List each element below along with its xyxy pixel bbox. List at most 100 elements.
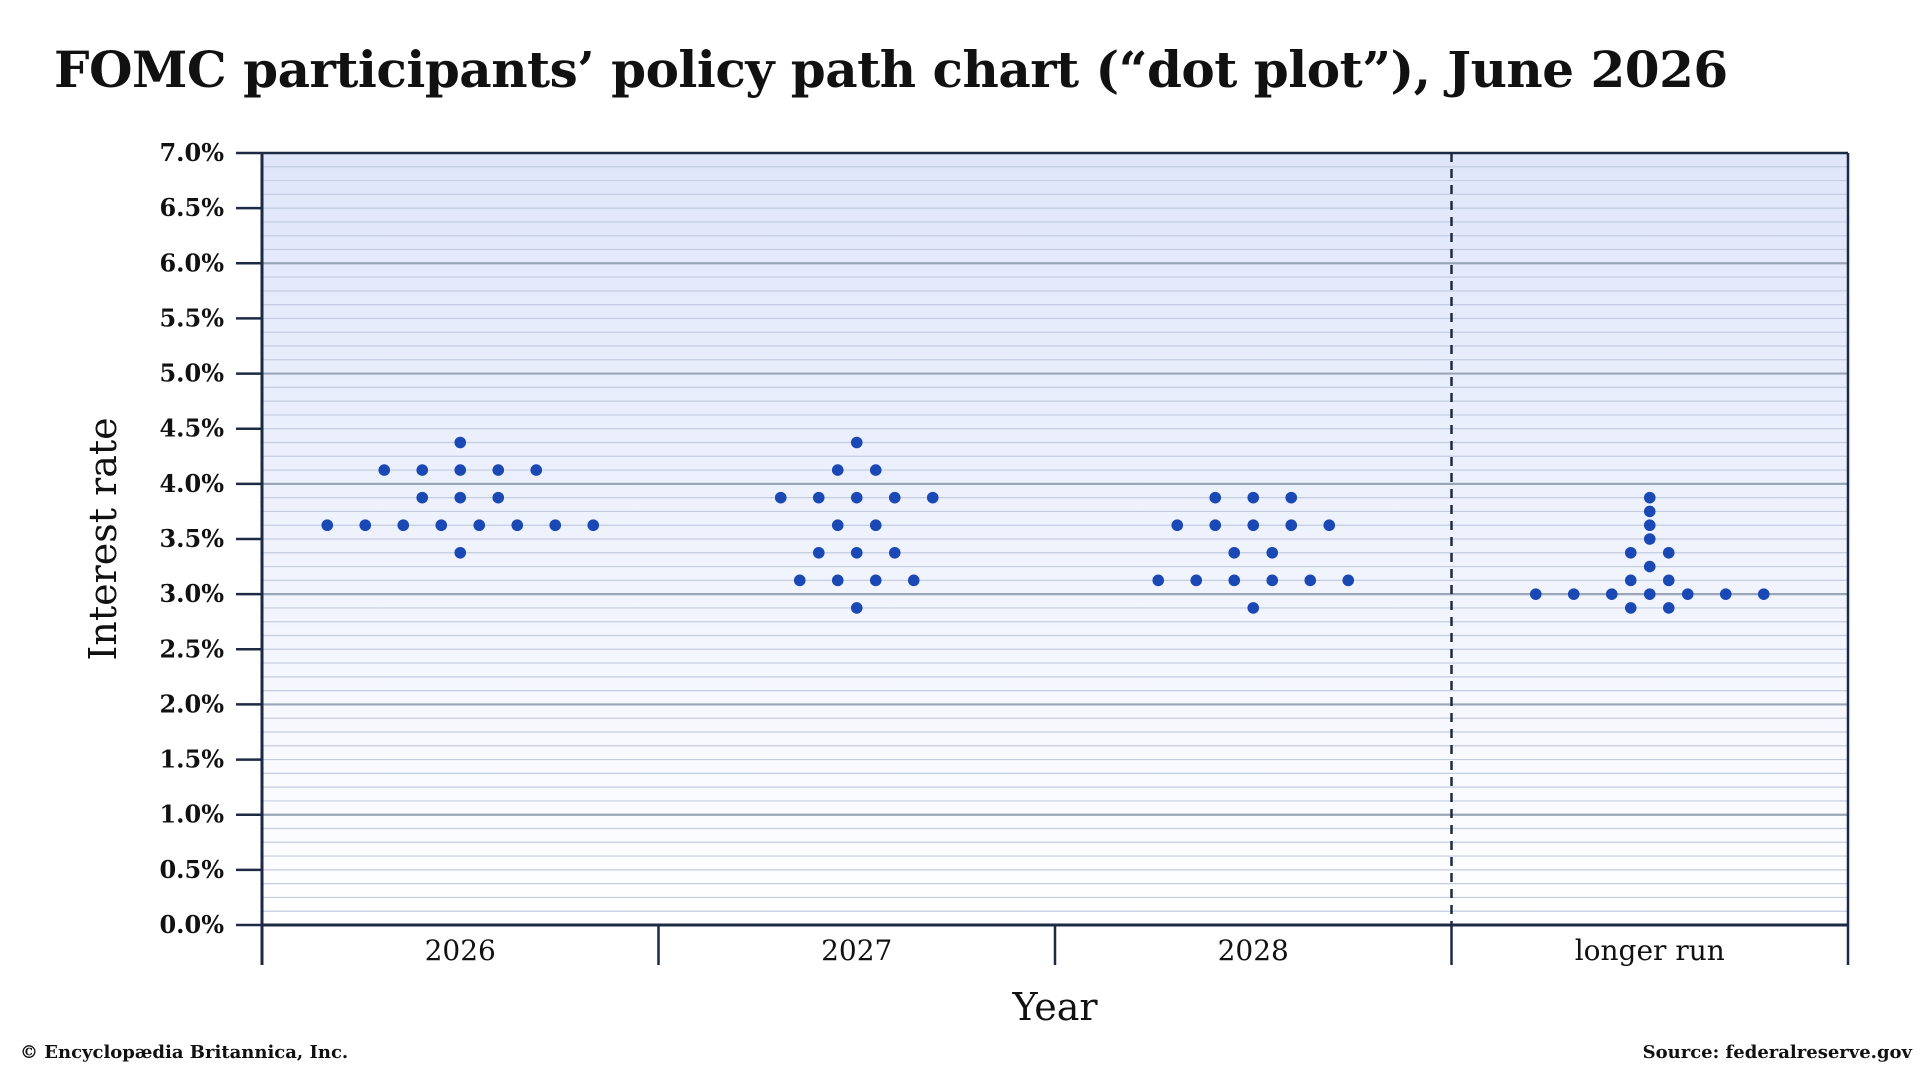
participant-dot: [1228, 546, 1241, 559]
participant-dot: [1662, 546, 1675, 559]
participant-dot: [587, 519, 600, 532]
participant-dot: [492, 491, 505, 504]
participant-dot: [416, 464, 429, 476]
participant-dot: [473, 519, 486, 532]
participant-dot: [1529, 588, 1542, 600]
participant-dot: [869, 464, 882, 476]
y-tick-label: 3.0%: [159, 579, 224, 608]
participant-dot: [1342, 574, 1355, 587]
participant-dot: [1624, 546, 1637, 559]
participant-dot: [812, 491, 825, 504]
participant-dot: [907, 574, 920, 587]
participant-dot: [793, 574, 806, 587]
participant-dot: [1190, 574, 1203, 587]
participant-dot: [378, 464, 391, 476]
participant-dot: [812, 546, 825, 559]
participant-dot: [397, 519, 410, 532]
participant-dot: [1643, 588, 1656, 600]
axes: [260, 151, 1850, 965]
participant-dot: [511, 519, 524, 532]
x-axis-title: Year: [1011, 985, 1098, 1029]
y-tick-label: 3.5%: [159, 524, 224, 553]
y-tick-label: 0.0%: [159, 910, 224, 939]
participant-dot: [1285, 519, 1298, 532]
participant-dot: [1171, 519, 1184, 532]
y-tick-label: 0.5%: [159, 855, 224, 884]
y-tick-label: 7.0%: [159, 138, 224, 167]
participant-dot: [1662, 602, 1675, 614]
y-tick-label: 2.0%: [159, 689, 224, 718]
participant-dot: [1209, 491, 1222, 504]
participant-dot: [454, 546, 467, 559]
copyright-credit: © Encyclopædia Britannica, Inc.: [20, 1042, 349, 1063]
participant-dot: [454, 464, 467, 476]
y-tick-label: 4.0%: [159, 469, 224, 498]
participant-dot: [416, 491, 429, 504]
page-title: FOMC participants’ policy path chart (“d…: [54, 40, 1728, 99]
participant-dot: [1643, 560, 1656, 573]
participant-dot: [1247, 491, 1260, 504]
participant-dot: [774, 491, 787, 504]
y-axis-title: Interest rate: [81, 417, 125, 660]
participant-dot: [492, 464, 505, 476]
y-tick-label: 5.0%: [159, 359, 224, 388]
y-tick-label: 5.5%: [159, 303, 224, 332]
participant-dot: [1247, 519, 1260, 532]
y-tick-label: 1.5%: [159, 745, 224, 774]
participant-dot: [321, 519, 334, 532]
participant-dot: [454, 436, 467, 449]
participant-dot: [888, 546, 901, 559]
participant-dot: [1643, 519, 1656, 532]
participant-dot: [1304, 574, 1317, 587]
y-tick-label: 6.0%: [159, 248, 224, 277]
participant-dot: [1323, 519, 1336, 532]
participant-dot: [1228, 574, 1241, 587]
participant-dot: [1567, 588, 1580, 600]
participant-dot: [869, 519, 882, 532]
participant-dot: [359, 519, 372, 532]
participant-dot: [1209, 519, 1222, 532]
participant-dot: [1152, 574, 1165, 587]
participant-dot: [850, 491, 863, 504]
grid-lines: [262, 166, 1848, 912]
participant-dot: [831, 464, 844, 476]
dots: [321, 436, 1770, 614]
participant-dot: [1624, 574, 1637, 587]
participant-dot: [869, 574, 882, 587]
participant-dot: [1266, 574, 1279, 587]
participant-dot: [1266, 546, 1279, 559]
participant-dot: [1285, 491, 1298, 504]
participant-dot: [435, 519, 448, 532]
participant-dot: [888, 491, 901, 504]
participant-dot: [1719, 588, 1732, 600]
x-tick-label: 2027: [821, 934, 892, 967]
participant-dot: [530, 464, 543, 476]
participant-dot: [1605, 588, 1618, 600]
participant-dot: [1643, 491, 1656, 504]
x-tick-label: longer run: [1575, 934, 1725, 967]
y-tick-label: 6.5%: [159, 193, 224, 222]
participant-dot: [831, 519, 844, 532]
tick-labels: 0.0% 0.5% 1.0% 1.5% 2.0% 2.5% 3.0% 3.5% 4.0% 4.5%…: [159, 138, 1724, 967]
participant-dot: [1662, 574, 1675, 587]
x-tick-label: 2028: [1218, 934, 1289, 967]
participant-dot: [454, 491, 467, 504]
participant-dot: [926, 491, 939, 504]
participant-dot: [549, 519, 562, 532]
participant-dot: [850, 436, 863, 449]
dot-plot-chart: 0.0% 0.5% 1.0% 1.5% 2.0% 2.5% 3.0% 3.5% 4.0% 4.5%…: [81, 138, 1850, 1029]
participant-dot: [850, 602, 863, 614]
participant-dot: [1757, 588, 1770, 600]
participant-dot: [1643, 505, 1656, 518]
participant-dot: [1643, 533, 1656, 545]
y-tick-label: 2.5%: [159, 634, 224, 663]
y-tick-label: 1.0%: [159, 800, 224, 829]
y-tick-label: 4.5%: [159, 414, 224, 443]
participant-dot: [831, 574, 844, 587]
x-tick-label: 2026: [425, 934, 496, 967]
participant-dot: [850, 546, 863, 559]
participant-dot: [1247, 602, 1260, 614]
source-credit: Source: federalreserve.gov: [1642, 1042, 1912, 1063]
participant-dot: [1681, 588, 1694, 600]
participant-dot: [1624, 602, 1637, 614]
